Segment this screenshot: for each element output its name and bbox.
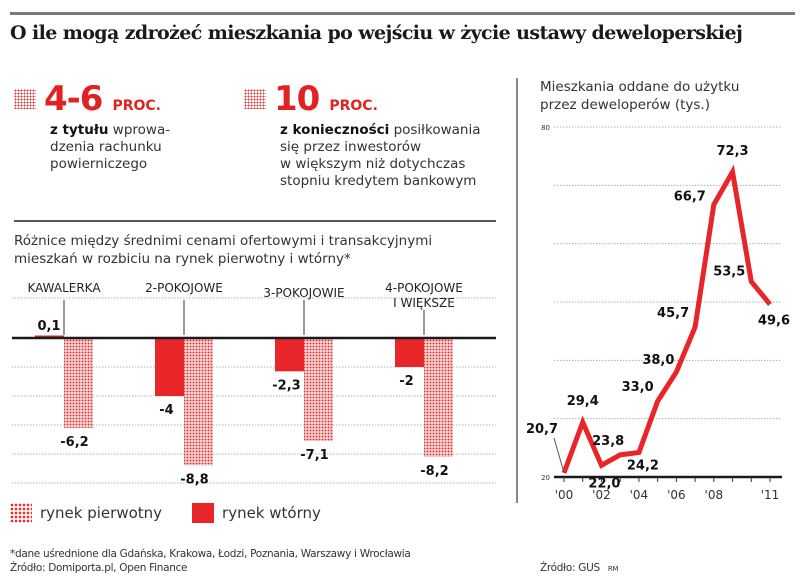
legend-label-secondary: rynek wtórny [222, 504, 321, 522]
footnote-source-gus: Źródło: GUS [540, 562, 600, 574]
category-label: 3-POKOJOWIE [263, 286, 344, 300]
stat-line: powierniczego [50, 156, 148, 172]
stat-line: dzenia rachunku [50, 139, 162, 155]
bar-chart-title: Różnice między średnimi cenami ofertowym… [14, 232, 432, 268]
data-label: 66,7 [674, 190, 706, 205]
category-label: KAWALERKA [27, 281, 101, 295]
stat-line: wprowa- [112, 122, 171, 138]
page-title: O ile mogą zdrożeć mieszkania po wejściu… [10, 22, 743, 44]
footnote-right: Źródło: GUS RM [540, 561, 618, 576]
stat-description: z konieczności posiłkowania się przez in… [280, 122, 481, 190]
bar-rynek-pierwotny [64, 338, 93, 428]
bar-value-label: -6,2 [60, 435, 88, 450]
stat-line: posiłkowania [393, 122, 481, 138]
y-tick-label: 80 [541, 124, 550, 132]
x-tick-label: '11 [761, 488, 780, 502]
bar-rynek-wtorny [275, 338, 304, 372]
legend-label-primary: rynek pierwotny [40, 504, 163, 522]
bar-rynek-wtorny [155, 338, 184, 396]
data-label: 23,8 [592, 434, 624, 449]
line-chart-title-line: Mieszkania oddane do użytku [540, 79, 740, 95]
data-label: 20,7 [526, 422, 558, 437]
bar-chart-title-line: Różnice między średnimi cenami ofertowym… [14, 233, 433, 249]
stat-description: z tytułu wprowa- dzenia rachunku powiern… [50, 122, 170, 173]
line-chart: 80 20 '00 '02 '04 '06 '08 '11 20,7 29,4 22,0 23,824… [526, 124, 790, 502]
bar-chart-legend: rynek pierwotny rynek wtórny [10, 503, 321, 523]
bar-value-label: -2 [399, 374, 413, 389]
bar-value-label: 0,1 [37, 319, 60, 334]
series-line [561, 164, 772, 474]
stat-line: w większym niż dotychczas [280, 156, 466, 172]
stat-bold-text: z tytułu [50, 122, 109, 138]
stat-trust-account: 4-6 PROC. z tytułu wprowa- dzenia rachun… [14, 82, 170, 173]
label-leader [553, 437, 565, 474]
section-divider [14, 220, 496, 222]
category-label: 2-POKOJOWE [145, 281, 223, 295]
x-tick-label: '04 [630, 488, 649, 502]
author-tag: RM [607, 565, 619, 573]
stat-unit: PROC. [112, 98, 161, 114]
legend-swatch-secondary [192, 503, 215, 523]
footnote-note: *dane uśrednione dla Gdańska, Krakowa, Ł… [10, 548, 411, 560]
footnote-source: Źródło: Domiporta.pl, Open Finance [10, 562, 188, 574]
dotted-square-icon [244, 89, 266, 109]
dotted-square-icon [14, 89, 36, 109]
data-label: 53,5 [713, 265, 745, 280]
bar-value-label: -8,8 [180, 473, 208, 488]
x-tick-label: '00 [555, 488, 574, 502]
x-tick-label: '02 [592, 488, 611, 502]
bar-chart: KAWALERKA 0,1 -6,2 2-POKOJOWE -4 -8,8 3-POKOJO… [12, 281, 496, 488]
data-label: 22,0 [588, 476, 620, 491]
bar-value-label: -7,1 [300, 448, 328, 463]
stat-bold-text: z konieczności [280, 122, 390, 138]
bar-rynek-wtorny [395, 338, 424, 367]
stat-value: 10 [274, 79, 320, 119]
category-label: 4-POKOJOWE [385, 281, 463, 295]
x-tick-label: '08 [705, 488, 724, 502]
data-label: 72,3 [717, 144, 749, 159]
stat-bank-credit: 10 PROC. z konieczności posiłkowania się… [244, 82, 481, 190]
stat-line: stopniu kredytem bankowym [280, 173, 477, 189]
line-chart-title-line: przez deweloperów (tys.) [540, 97, 710, 113]
data-label: 38,0 [642, 353, 674, 368]
category-label: I WIĘKSZE [393, 296, 455, 310]
vertical-divider [516, 78, 518, 503]
line-chart-title: Mieszkania oddane do użytku przez dewelo… [540, 78, 739, 114]
y-tick-label: 20 [541, 474, 550, 482]
stat-value: 4-6 [44, 79, 103, 119]
top-rule [10, 12, 795, 15]
legend-swatch-primary [10, 503, 32, 523]
bar-chart-title-line: mieszkań w rozbiciu na rynek pierwotny i… [14, 251, 351, 267]
bar-rynek-pierwotny [184, 338, 213, 466]
bar-rynek-pierwotny [304, 338, 333, 441]
bar-rynek-pierwotny [424, 338, 453, 457]
bar-value-label: -8,2 [420, 464, 448, 479]
data-label: 45,7 [657, 306, 689, 321]
data-label: 29,4 [567, 394, 599, 409]
bar-value-label: -2,3 [272, 378, 300, 393]
footnote-left: *dane uśrednione dla Gdańska, Krakowa, Ł… [10, 547, 411, 575]
data-label: 24,2 [627, 459, 659, 474]
x-tick-label: '06 [667, 488, 686, 502]
data-label: 33,0 [622, 380, 654, 395]
data-label: 49,6 [758, 313, 790, 328]
stat-line: się przez inwestorów [280, 139, 422, 155]
bar-value-label: -4 [159, 403, 173, 418]
stat-unit: PROC. [329, 98, 378, 114]
